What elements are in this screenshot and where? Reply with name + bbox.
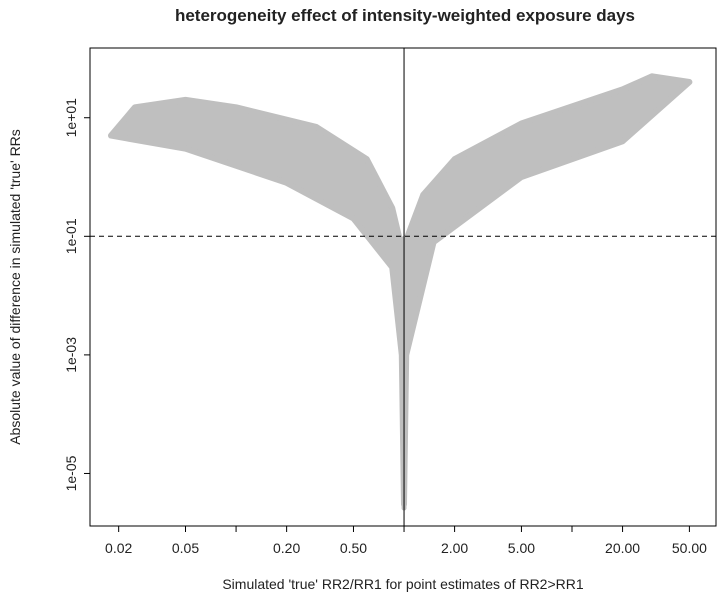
chart-title: heterogeneity effect of intensity-weight… — [175, 6, 635, 25]
y-axis-label: Absolute value of difference in simulate… — [7, 129, 23, 445]
reference-lines — [90, 48, 716, 526]
y-axis: 1e+01 1e-01 1e-03 1e-05 — [63, 98, 90, 491]
x-tick-label: 0.05 — [172, 540, 199, 556]
y-tick-label: 1e-05 — [63, 455, 79, 491]
x-tick-label: 0.20 — [273, 540, 300, 556]
x-tick-label: 20.00 — [605, 540, 640, 556]
plot-frame — [89, 47, 717, 527]
y-tick-label: 1e-01 — [63, 218, 79, 254]
y-tick-label: 1e+01 — [63, 98, 79, 138]
x-tick-label: 5.00 — [508, 540, 535, 556]
x-tick-label: 50.00 — [672, 540, 707, 556]
x-axis: 0.02 0.05 0.20 0.50 2.00 5.00 20.00 50.00 — [105, 526, 707, 556]
data-points — [108, 73, 693, 511]
x-axis-label: Simulated 'true' RR2/RR1 for point estim… — [222, 576, 584, 592]
point-cloud-band — [108, 73, 693, 508]
x-tick-label: 0.50 — [340, 540, 367, 556]
x-tick-label: 2.00 — [441, 540, 468, 556]
y-tick-label: 1e-03 — [63, 337, 79, 373]
x-tick-label: 0.02 — [105, 540, 132, 556]
